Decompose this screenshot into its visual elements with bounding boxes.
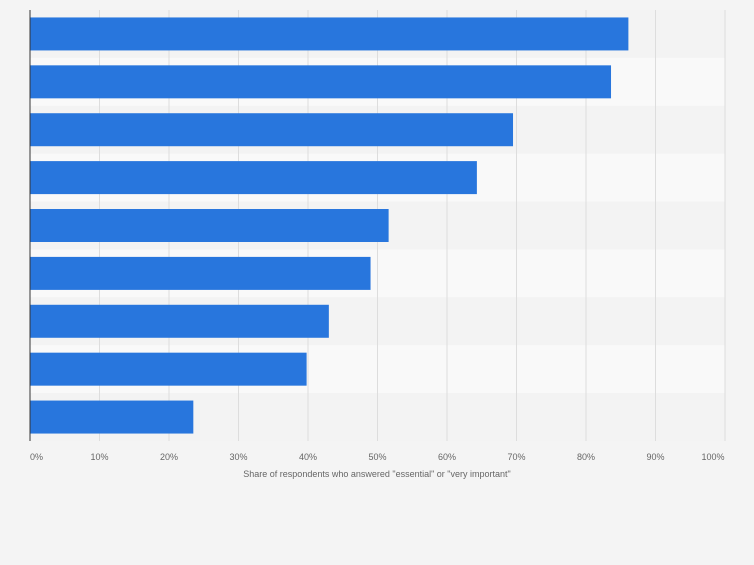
x-tick-label: 10% bbox=[90, 452, 108, 462]
bar[interactable] bbox=[30, 209, 389, 242]
x-tick-label: 30% bbox=[229, 452, 247, 462]
bar[interactable] bbox=[30, 304, 329, 338]
x-tick-label: 80% bbox=[577, 452, 595, 462]
x-tick-label: 60% bbox=[438, 452, 456, 462]
bar[interactable] bbox=[30, 256, 371, 290]
bar[interactable] bbox=[30, 400, 194, 434]
bars bbox=[30, 17, 629, 434]
x-tick-label: 70% bbox=[507, 452, 525, 462]
x-tick-label: 0% bbox=[30, 452, 43, 462]
x-axis-label: Share of respondents who answered "essen… bbox=[243, 469, 510, 479]
x-tick-label: 90% bbox=[646, 452, 664, 462]
x-tick-label: 20% bbox=[160, 452, 178, 462]
bar[interactable] bbox=[30, 17, 629, 51]
bar[interactable] bbox=[30, 161, 477, 195]
bar[interactable] bbox=[30, 65, 612, 99]
x-tick-label: 50% bbox=[368, 452, 386, 462]
bar[interactable] bbox=[30, 352, 307, 386]
bar[interactable] bbox=[30, 113, 514, 147]
x-tick-label: 100% bbox=[701, 452, 724, 462]
x-tick-label: 40% bbox=[299, 452, 317, 462]
x-tick-labels: 0% 10% 20% 30% 40% 50% 60% 70% 80% 90% 100% bbox=[30, 452, 725, 462]
